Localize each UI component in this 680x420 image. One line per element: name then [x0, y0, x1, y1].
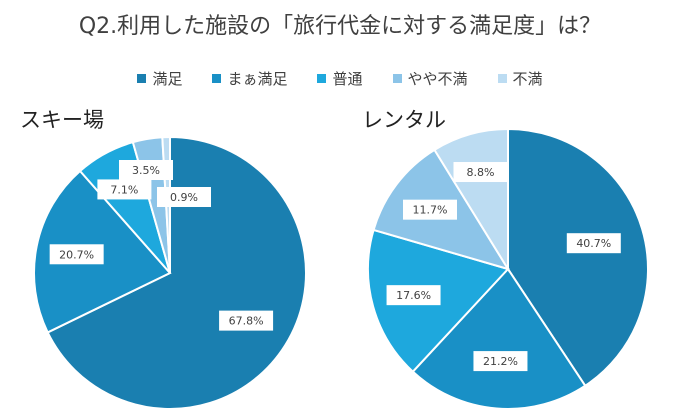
legend-swatch	[212, 74, 222, 83]
legend: 満足 まぁ満足 普通 やや不満 不満	[0, 68, 680, 89]
data-label-text: 40.7%	[576, 237, 611, 250]
chart-heading: Q2.利用した施設の「旅行代金に対する満足度」は？	[78, 14, 602, 39]
data-label: 0.9%	[157, 187, 211, 207]
data-label: 11.7%	[403, 199, 458, 220]
data-label: 3.5%	[119, 160, 173, 180]
data-label-text: 21.2%	[483, 355, 518, 368]
slice-satisfied	[46, 135, 307, 410]
data-label-text: 7.1%	[110, 183, 138, 196]
data-label-text: 8.8%	[467, 166, 495, 179]
data-label-box	[49, 244, 104, 265]
data-label: 40.7%	[566, 233, 621, 254]
data-label-text: 20.7%	[59, 248, 94, 261]
legend-swatch	[317, 74, 327, 83]
legend-label: 満足	[152, 70, 183, 88]
data-label-box	[473, 351, 528, 372]
data-label-box	[119, 160, 173, 180]
data-label-box	[157, 187, 211, 207]
legend-item-neutral: 普通	[317, 68, 363, 89]
legend-label: 不満	[512, 70, 543, 88]
data-label-box	[219, 310, 274, 331]
legend-item-somewhat-satisfied: まぁ満足	[212, 68, 287, 89]
slice-somewhat-satisfied	[411, 267, 587, 410]
data-label-box	[403, 199, 458, 220]
data-label-text: 67.8%	[229, 315, 264, 328]
legend-label: やや不満	[407, 70, 468, 88]
pie-chart-1: 40.7% 21.2% 17.6% 11.7% 8.8%	[367, 127, 649, 410]
legend-label: まぁ満足	[227, 70, 288, 88]
pie-chart-0: 67.8% 20.7% 7.1% 3.5% 0.9%	[33, 135, 307, 410]
data-label-box	[97, 179, 152, 200]
data-label: 67.8%	[219, 310, 274, 331]
data-label-text: 17.6%	[396, 289, 431, 302]
data-label-box	[386, 285, 441, 306]
data-label: 20.7%	[49, 244, 104, 265]
data-label-text: 11.7%	[413, 204, 448, 217]
legend-swatch	[137, 74, 147, 83]
data-label: 21.2%	[473, 351, 528, 372]
data-label-text: 0.9%	[170, 191, 198, 204]
pie-title-rental: レンタル	[362, 108, 446, 132]
data-label-text: 3.5%	[132, 164, 160, 177]
legend-swatch	[497, 74, 507, 83]
data-label-box	[566, 233, 621, 254]
legend-item-satisfied: 満足	[137, 68, 182, 89]
pie-title-ski-resort: スキー場	[20, 108, 104, 132]
data-label: 7.1%	[97, 179, 152, 200]
data-label: 17.6%	[386, 285, 441, 306]
legend-swatch	[392, 74, 402, 83]
legend-item-dissatisfied: 不満	[497, 68, 543, 89]
data-label: 8.8%	[453, 162, 508, 183]
legend-label: 普通	[332, 70, 363, 88]
data-label-box	[453, 162, 508, 183]
legend-item-somewhat-dissatisfied: やや不満	[392, 68, 468, 89]
